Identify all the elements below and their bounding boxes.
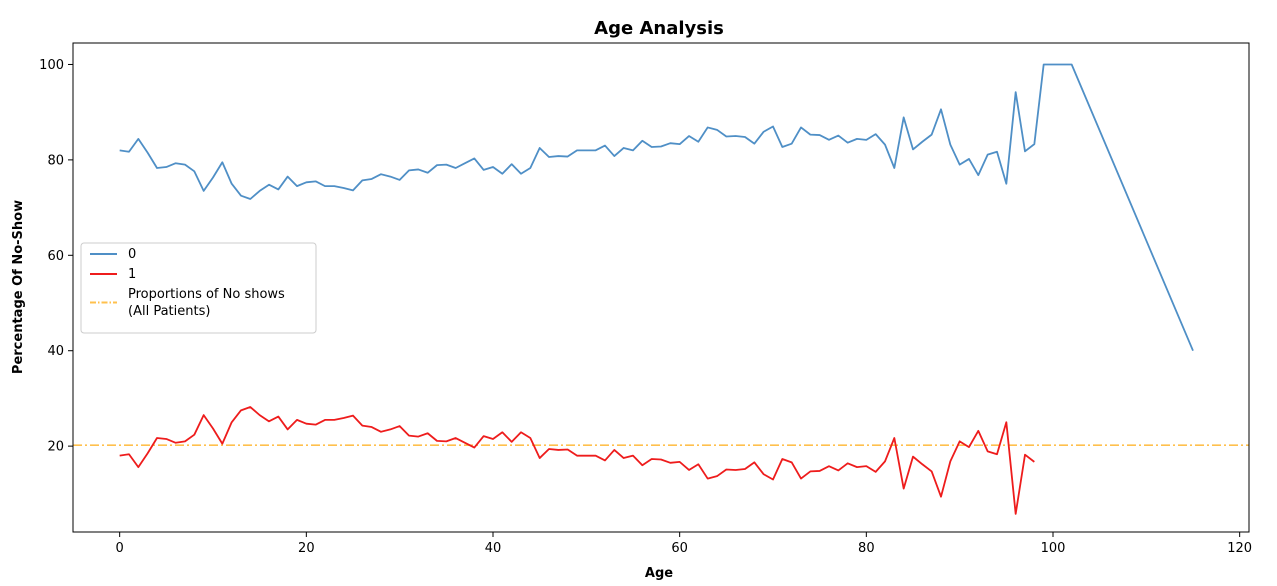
y-tick-label: 60 bbox=[47, 249, 64, 264]
legend-entry-reference-label: (All Patients) bbox=[128, 304, 210, 319]
y-axis-label: Percentage Of No-Show bbox=[11, 200, 26, 374]
y-tick-label: 80 bbox=[47, 153, 64, 168]
plot-area bbox=[73, 63, 1249, 515]
x-tick-label: 60 bbox=[671, 541, 688, 556]
y-tick-label: 100 bbox=[39, 58, 64, 73]
legend-box bbox=[80, 242, 317, 334]
x-axis: 0 20 40 60 80 100 120 bbox=[116, 532, 1252, 556]
x-tick-label: 80 bbox=[858, 541, 875, 556]
x-tick-label: 120 bbox=[1227, 541, 1252, 556]
x-tick-label: 40 bbox=[485, 541, 502, 556]
chart-title: Age Analysis bbox=[594, 18, 724, 39]
legend-entry-0-label: 0 bbox=[128, 247, 136, 262]
legend: 0 1 Proportions of No shows (All Patients) bbox=[80, 242, 317, 334]
y-axis: 20 40 60 80 100 bbox=[39, 58, 73, 455]
y-tick-label: 40 bbox=[47, 344, 64, 359]
x-tick-label: 100 bbox=[1041, 541, 1066, 556]
x-axis-label: Age bbox=[645, 566, 673, 581]
x-tick-label: 20 bbox=[298, 541, 315, 556]
series-line-0 bbox=[119, 63, 1194, 352]
x-tick-label: 0 bbox=[116, 541, 124, 556]
series-line-1 bbox=[119, 406, 1035, 515]
plot-frame bbox=[72, 42, 1250, 533]
y-tick-label: 20 bbox=[47, 440, 64, 455]
legend-entry-1-label: 1 bbox=[128, 267, 136, 282]
legend-entry-reference-label: Proportions of No shows bbox=[128, 287, 285, 302]
